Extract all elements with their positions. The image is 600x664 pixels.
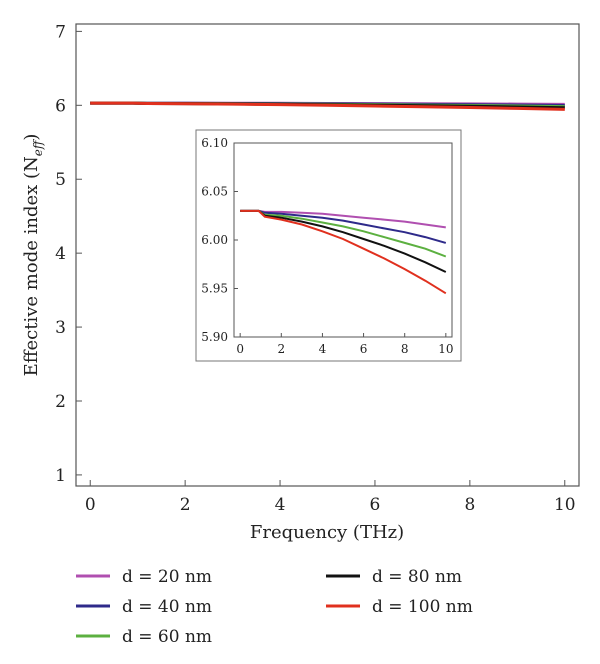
y-tick-label-1: 2 bbox=[55, 392, 66, 412]
main-series-line-4 bbox=[90, 101, 565, 111]
inset-y-tick-label-0: 5.90 bbox=[201, 330, 228, 344]
x-tick-label-3: 6 bbox=[370, 495, 381, 515]
y-tick-label-3: 4 bbox=[55, 244, 66, 264]
inset-y-tick-label-1: 5.95 bbox=[201, 282, 228, 296]
inset-frame bbox=[195, 129, 462, 362]
inset-series-line-4 bbox=[240, 209, 447, 295]
inset-x-tick-label-5: 10 bbox=[438, 342, 453, 356]
inset-x-tick-label-1: 2 bbox=[277, 342, 285, 356]
inset-series-line-1 bbox=[240, 209, 447, 244]
inset-x-tick-label-2: 4 bbox=[319, 342, 327, 356]
y-tick-label-2: 3 bbox=[55, 318, 66, 338]
legend-label-0: d = 20 nm bbox=[122, 567, 212, 587]
inset-y-tick-label-3: 6.05 bbox=[201, 185, 228, 199]
y-tick-label-5: 6 bbox=[55, 96, 66, 116]
legend-label-4: d = 100 nm bbox=[372, 597, 473, 617]
x-tick-label-1: 2 bbox=[180, 495, 191, 515]
x-tick-label-0: 0 bbox=[85, 495, 96, 515]
y-axis-title: Effective mode index (Neff) bbox=[21, 134, 45, 377]
main-plot-frame bbox=[75, 23, 580, 487]
y-tick-label-0: 1 bbox=[55, 466, 66, 486]
inset-x-tick-label-4: 8 bbox=[401, 342, 409, 356]
x-tick-label-4: 8 bbox=[464, 495, 475, 515]
x-tick-label-5: 10 bbox=[554, 495, 576, 515]
x-tick-label-2: 4 bbox=[275, 495, 286, 515]
y-tick-label-6: 7 bbox=[55, 22, 66, 42]
x-axis-title: Frequency (THz) bbox=[250, 522, 404, 543]
legend-label-3: d = 80 nm bbox=[372, 567, 462, 587]
legend-label-2: d = 60 nm bbox=[122, 627, 212, 647]
inset-x-tick-label-3: 6 bbox=[360, 342, 368, 356]
inset-x-tick-label-0: 0 bbox=[236, 342, 244, 356]
legend-label-1: d = 40 nm bbox=[122, 597, 212, 617]
inset-y-tick-label-4: 6.10 bbox=[201, 136, 228, 150]
y-tick-label-4: 5 bbox=[55, 170, 66, 190]
inset-y-tick-label-2: 6.00 bbox=[201, 233, 228, 247]
